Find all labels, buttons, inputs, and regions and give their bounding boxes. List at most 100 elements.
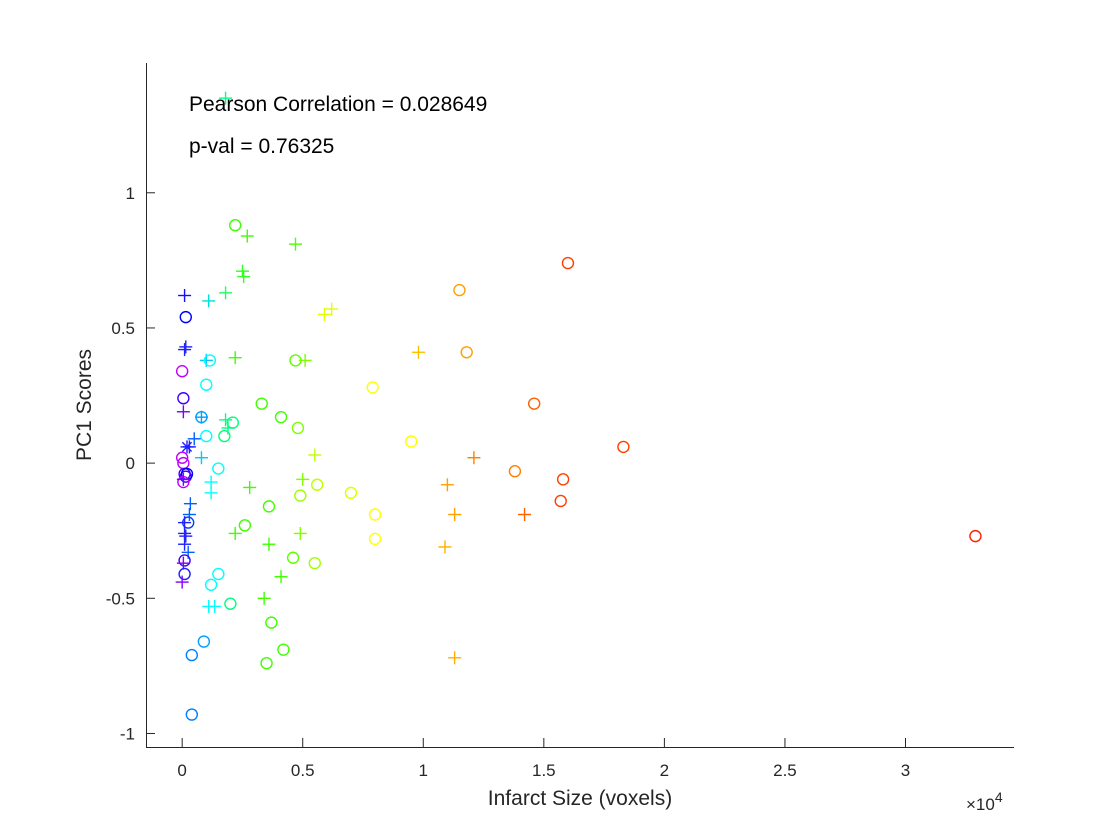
data-point: [317, 307, 331, 321]
x-ticks: 0 0.5 1 1.5 2 2.5 3: [177, 738, 910, 780]
data-point: [366, 381, 379, 394]
point-circle-marker: [185, 708, 199, 721]
point-circle-marker: [274, 410, 288, 424]
data-point: [368, 508, 382, 521]
point-circle-marker: [366, 381, 379, 394]
point-circle-marker: [344, 486, 358, 500]
data-point: [235, 264, 249, 278]
data-point: [291, 421, 305, 435]
data-point: [187, 432, 201, 446]
data-point: [226, 416, 240, 429]
data-point: [194, 410, 208, 424]
y-tick-label: -0.5: [106, 589, 135, 608]
data-point: [179, 340, 193, 354]
data-point: [200, 429, 213, 443]
data-point: [274, 570, 288, 584]
data-point: [203, 354, 217, 367]
data-point: [243, 480, 257, 494]
data-point: [293, 526, 307, 540]
data-point: [200, 378, 213, 391]
point-circle-marker: [203, 354, 217, 367]
data-point: [197, 635, 211, 648]
data-point: [180, 440, 194, 454]
data-point: [274, 410, 288, 424]
x-tick-label: 0.5: [291, 761, 315, 780]
data-point: [368, 532, 382, 546]
point-circle-marker: [368, 532, 382, 546]
point-circle-marker: [178, 567, 191, 581]
data-point: [438, 540, 452, 554]
point-star-d2: [181, 441, 193, 453]
point-circle-marker: [179, 310, 192, 324]
point-circle-marker: [212, 567, 225, 581]
y-tick-label: 1: [126, 184, 135, 203]
x-axis-title: Infarct Size (voxels): [488, 787, 672, 810]
point-circle-marker: [212, 462, 225, 475]
x-tick-label: 3: [901, 761, 910, 780]
data-point: [298, 353, 312, 367]
data-point: [288, 237, 302, 251]
data-point: [202, 294, 216, 308]
point-circle-marker: [197, 635, 211, 648]
data-point: [277, 643, 290, 656]
point-circle-marker: [368, 508, 382, 521]
x-tick-label: 2: [660, 761, 669, 780]
data-point: [183, 497, 197, 511]
point-circle-marker: [508, 465, 522, 478]
point-circle-marker: [277, 643, 290, 656]
point-circle-marker: [308, 556, 321, 570]
data-point: [344, 486, 358, 500]
data-point: [325, 302, 339, 316]
point-circle-marker: [294, 489, 307, 502]
point-circle-marker: [969, 529, 982, 543]
data-point: [185, 708, 199, 721]
data-point: [175, 451, 189, 464]
data-point: [257, 591, 271, 605]
point-circle-marker: [262, 500, 276, 513]
point-circle-marker: [554, 494, 567, 508]
data-point: [229, 219, 242, 232]
data-point: [204, 486, 218, 500]
point-circle-marker: [291, 421, 305, 435]
point-circle-marker: [218, 429, 231, 443]
x-tick-label: 0: [177, 761, 186, 780]
point-circle-marker: [556, 473, 570, 486]
data-point: [308, 448, 322, 462]
data-point: [176, 405, 190, 419]
annotation-pval: p-val = 0.76325: [189, 135, 334, 158]
data-point: [179, 529, 193, 543]
data-point: [260, 656, 273, 670]
data-point: [440, 478, 454, 492]
data-point: [238, 519, 252, 532]
point-circle-marker: [185, 648, 199, 662]
y-tick-label: 0: [126, 454, 135, 473]
data-point: [176, 472, 190, 486]
data-point: [179, 310, 192, 324]
x-exponent-base: ×10: [966, 795, 995, 814]
point-circle-marker: [229, 219, 242, 232]
point-circle-marker: [226, 416, 240, 429]
data-point: [194, 451, 208, 465]
data-point: [178, 537, 192, 551]
data-point: [185, 648, 199, 662]
data-point: [262, 537, 276, 551]
data-point: [310, 478, 324, 491]
data-point: [556, 473, 570, 486]
data-point: [411, 345, 425, 359]
data-point: [561, 256, 575, 270]
x-exponent-label: ×104: [966, 789, 1003, 814]
point-circle-marker: [286, 551, 300, 564]
data-point: [453, 283, 466, 297]
data-point: [294, 489, 307, 502]
data-point: [262, 500, 276, 513]
y-tick-label: 0.5: [111, 319, 135, 338]
data-point: [212, 567, 225, 581]
x-exponent-power: 4: [995, 789, 1003, 805]
point-circle-marker: [460, 346, 473, 359]
data-point: [554, 494, 567, 508]
point-circle-marker: [178, 554, 191, 567]
data-point: [228, 351, 242, 365]
point-circle-marker: [617, 440, 630, 454]
data-point: [204, 578, 218, 591]
data-point: [219, 91, 233, 105]
